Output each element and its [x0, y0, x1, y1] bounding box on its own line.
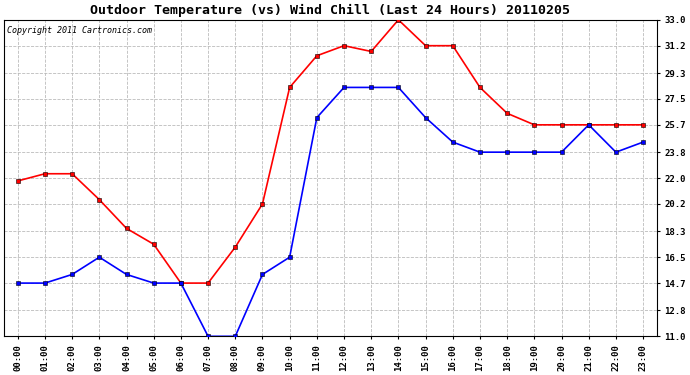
Text: Copyright 2011 Cartronics.com: Copyright 2011 Cartronics.com [8, 26, 152, 35]
Title: Outdoor Temperature (vs) Wind Chill (Last 24 Hours) 20110205: Outdoor Temperature (vs) Wind Chill (Las… [90, 4, 571, 17]
